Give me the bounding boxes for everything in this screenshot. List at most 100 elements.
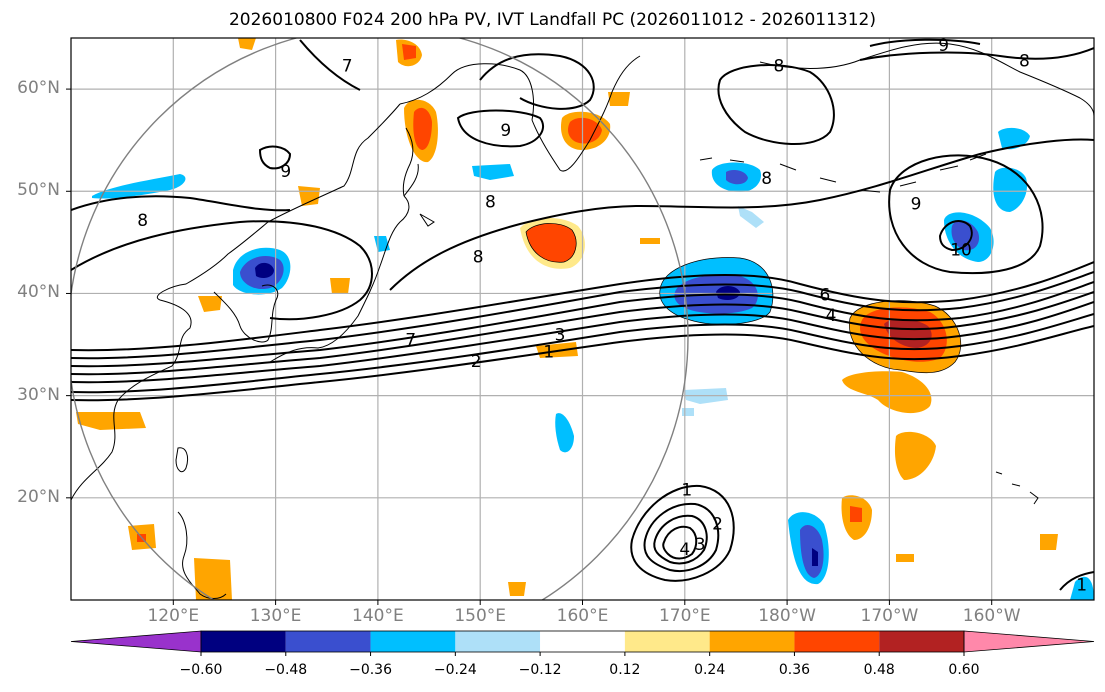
contour-label: 8 — [1019, 51, 1030, 71]
positive-anomaly-shade — [194, 558, 232, 600]
contour-8 — [71, 220, 373, 321]
longitude-label: 160°W — [962, 606, 1021, 626]
negative-anomaly-light — [738, 206, 764, 228]
contour-label: 2 — [712, 514, 723, 534]
colorbar-segment — [624, 631, 710, 652]
positive-anomaly-shade — [894, 431, 936, 480]
positive-anomaly-core — [884, 318, 932, 348]
latitude-label: 40°N — [17, 282, 60, 303]
positive-anomaly-shade — [330, 278, 350, 294]
coastline-sakhalin — [402, 127, 414, 197]
contour-9 — [456, 109, 545, 148]
longitude-label: 120°E — [147, 606, 200, 626]
coastline-okhotsk — [399, 63, 534, 121]
coastline-taiwan — [175, 447, 189, 473]
negative-anomaly-shade — [92, 174, 186, 199]
contour-label: 8 — [137, 211, 148, 231]
contour-7-north — [299, 39, 361, 91]
graticule — [71, 38, 1094, 600]
colorbar-segment — [201, 631, 286, 652]
positive-anomaly-shade — [198, 296, 222, 312]
colorbar-segment — [455, 631, 541, 652]
contour-9 — [258, 145, 292, 170]
colorbar-segment — [879, 631, 964, 652]
colorbar — [70, 630, 1095, 656]
positive-anomaly-light — [896, 554, 914, 562]
latitude-label: 20°N — [17, 486, 60, 507]
colorbar-tick-label: −0.12 — [518, 662, 562, 678]
colorbar-tick-label: −0.36 — [349, 662, 392, 678]
coastline-aleutians — [699, 153, 987, 193]
contour-label: 8 — [761, 169, 772, 189]
colorbar-tick-label: −0.48 — [264, 662, 308, 678]
colorbar-segment — [370, 631, 456, 652]
positive-anomaly-shade — [508, 582, 526, 596]
positive-anomaly-shade — [842, 371, 932, 414]
coastline-philippines — [177, 511, 227, 599]
contour-label: 1 — [681, 481, 692, 501]
coastline-korea — [213, 284, 279, 343]
latitude-label: 50°N — [17, 180, 60, 201]
coastline-japan — [269, 163, 435, 363]
colorbar-segment — [285, 631, 371, 652]
contour-label: 1 — [1076, 576, 1087, 596]
jet-contour — [71, 271, 1094, 360]
contour-label: 9 — [938, 36, 949, 56]
positive-anomaly-core — [402, 44, 416, 60]
longitude-label: 160°E — [556, 606, 609, 626]
contour-label: 9 — [500, 121, 511, 141]
positive-anomaly-shade — [536, 342, 578, 358]
positive-anomaly-core — [850, 506, 862, 522]
contour-9-north — [869, 38, 981, 47]
positive-anomaly-light — [640, 238, 660, 244]
longitude-label: 140°E — [352, 606, 404, 626]
contour-label: 8 — [473, 248, 484, 268]
contour-8-east — [859, 47, 1094, 61]
contour-label: 8 — [485, 192, 496, 212]
contour-10-low — [938, 220, 973, 252]
contour-2-south — [643, 502, 720, 572]
axis-ticks — [66, 88, 993, 605]
positive-anomaly-core — [526, 223, 577, 263]
longitude-label: 170°W — [860, 606, 919, 626]
map-title: 2026010800 F024 200 hPa PV, IVT Landfall… — [228, 10, 876, 30]
positive-anomaly-shade — [298, 186, 320, 206]
colorbar-tick-label: 0.48 — [863, 662, 895, 678]
longitude-label: 180°W — [758, 606, 816, 626]
contour-label: 8 — [774, 57, 785, 77]
latitude-label: 30°N — [17, 384, 60, 405]
negative-anomaly-core — [255, 262, 274, 278]
contour-1-south — [630, 484, 735, 582]
positive-anomaly-core — [413, 107, 432, 150]
contour-3-south — [653, 514, 708, 565]
contour-1-southeast — [1059, 571, 1094, 591]
contour-label: 7 — [405, 330, 416, 350]
colorbar-tick-label: −0.24 — [433, 662, 477, 678]
contour-9-low — [888, 154, 1044, 275]
jet-contour — [71, 281, 1094, 368]
contour-4-south — [662, 525, 698, 560]
landfall-region-circle — [71, 38, 689, 600]
positive-anomaly-core — [568, 117, 602, 144]
anomaly-outline — [849, 300, 962, 374]
colorbar-segment — [540, 631, 625, 652]
colorbar-frame — [200, 630, 965, 653]
negative-anomaly-light — [472, 164, 514, 180]
jet-contour — [71, 325, 1094, 402]
coastline-east-asia — [71, 103, 401, 501]
negative-anomaly-core — [812, 548, 818, 566]
jet-contour — [71, 313, 1094, 394]
colorbar-tick-label: 0.60 — [948, 662, 980, 678]
contour-label: 9 — [280, 162, 291, 182]
contour-lines — [71, 38, 1094, 591]
jet-contour — [71, 301, 1094, 384]
contour-label: 9 — [911, 195, 922, 215]
anomaly-outline — [525, 223, 577, 263]
contour-8-alaska — [717, 64, 835, 145]
jet-contour — [71, 291, 1094, 376]
contour-label: 7 — [342, 57, 353, 77]
coastline-kamchatka — [531, 55, 641, 172]
